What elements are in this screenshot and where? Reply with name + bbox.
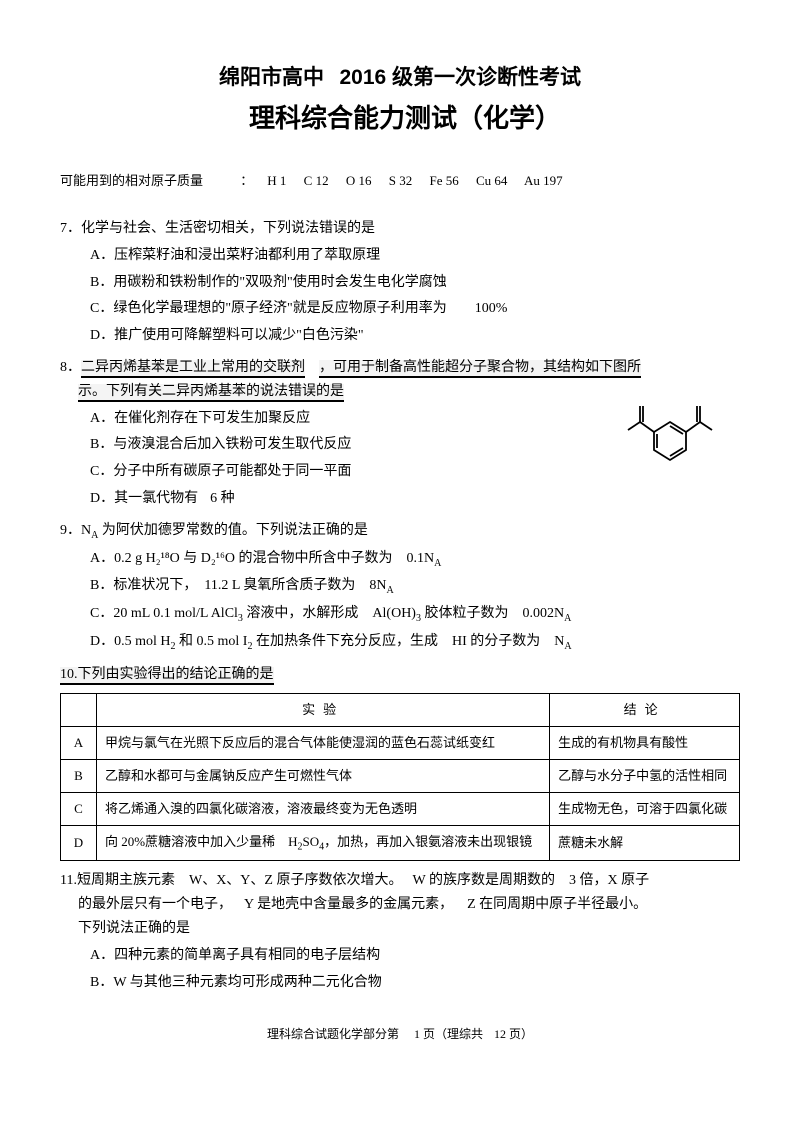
q11-stem-l2b: Y 是地壳中含量最多的金属元素，: [244, 897, 453, 912]
atomic-mass-item: Cu 64: [476, 173, 507, 188]
row-exp: 将乙烯通入溴的四氯化碳溶液，溶液最终变为无色透明: [97, 792, 550, 825]
q8-opt-b: B．与液溴混合后加入铁粉可发生取代反应: [90, 433, 600, 457]
q7-opt-b: B．用碳粉和铁粉制作的"双吸剂"使用时会发生电化学腐蚀: [90, 271, 740, 295]
q8-stem-u2: ，可用于制备高性能超分子聚合物，其结构如下图所: [319, 360, 641, 378]
q8-opt-c: C．分子中所有碳原子可能都处于同一平面: [90, 460, 600, 484]
q7-opt-d: D．推广使用可降解塑料可以减少"白色污染": [90, 324, 740, 348]
q10-stem: 下列由实验得出的结论正确的是: [78, 667, 274, 685]
row-label: D: [61, 825, 97, 861]
q10-num: 10.: [60, 667, 78, 685]
question-8: 8．二异丙烯基苯是工业上常用的交联剂 ，可用于制备高性能超分子聚合物，其结构如下图…: [60, 356, 740, 511]
atomic-mass-item: S 32: [389, 173, 412, 188]
q11-stem-l3: 下列说法正确的是: [78, 917, 740, 941]
q9-num: 9．: [60, 523, 81, 538]
q7-num: 7．: [60, 221, 81, 236]
atomic-mass-colon: ：: [240, 173, 253, 188]
q11-opt-b: B．W 与其他三种元素均可形成两种二元化合物: [90, 971, 740, 995]
row-exp: 向 20%蔗糖溶液中加入少量稀 H2SO4，加热，再加入银氨溶液未出现银镜: [97, 825, 550, 861]
q11-stem-l1b: W 的族序数是周期数的: [412, 873, 554, 888]
atomic-mass-item: Au 197: [524, 173, 563, 188]
table-header-blank: [61, 693, 97, 726]
q11-stem-l2c: Z 在同周期中原子半径最小。: [467, 897, 647, 912]
q9-opt-d: D．0.5 mol H2 和 0.5 mol I2 在加热条件下充分反应，生成 …: [90, 630, 740, 655]
table-row: A 甲烷与氯气在光照下反应后的混合气体能使湿润的蓝色石蕊试纸变红 生成的有机物具…: [61, 726, 740, 759]
q8-opt-a: A．在催化剂存在下可发生加聚反应: [90, 407, 600, 431]
row-concl: 蔗糖未水解: [550, 825, 740, 861]
molecule-diagram: [610, 384, 730, 474]
experiment-table: 实验 结论 A 甲烷与氯气在光照下反应后的混合气体能使湿润的蓝色石蕊试纸变红 生…: [60, 693, 740, 862]
table-header-concl: 结论: [550, 693, 740, 726]
title-part2: 2016 级第一次诊断性考试: [339, 66, 581, 89]
title-part1: 绵阳市高中: [219, 66, 324, 89]
q8-num: 8．: [60, 360, 81, 375]
page-title: 绵阳市高中 2016 级第一次诊断性考试 理科综合能力测试（化学）: [60, 60, 740, 140]
atomic-mass-item: H 1: [267, 173, 286, 188]
atomic-mass-label: 可能用到的相对原子质量: [60, 173, 203, 188]
q11-stem-l1c: 3 倍，X 原子: [569, 873, 649, 888]
row-label: C: [61, 792, 97, 825]
table-row: B 乙醇和水都可与金属钠反应产生可燃性气体 乙醇与水分子中氢的活性相同: [61, 759, 740, 792]
question-7: 7．化学与社会、生活密切相关，下列说法错误的是 A．压榨菜籽油和浸出菜籽油都利用…: [60, 217, 740, 348]
row-exp: 甲烷与氯气在光照下反应后的混合气体能使湿润的蓝色石蕊试纸变红: [97, 726, 550, 759]
q7-opt-a: A．压榨菜籽油和浸出菜籽油都利用了萃取原理: [90, 244, 740, 268]
atomic-mass-item: C 12: [304, 173, 329, 188]
page-footer: 理科综合试题化学部分第 1 页（理综共 12 页）: [60, 1024, 740, 1044]
row-label: B: [61, 759, 97, 792]
q9-opt-c: C．20 mL 0.1 mol/L AlCl3 溶液中，水解形成 Al(OH)3…: [90, 602, 740, 627]
question-9: 9．NA 为阿伏加德罗常数的值。下列说法正确的是 A．0.2 g H₂¹⁸O 与…: [60, 519, 740, 655]
q8-stem2-u: 下列有关二异丙烯基苯的说法错误的是: [106, 384, 344, 402]
q8-stem-u1: 二异丙烯基苯是工业上常用的交联剂: [81, 360, 305, 378]
question-11: 11.短周期主族元素 W、X、Y、Z 原子序数依次增大。 W 的族序数是周期数的 3…: [60, 869, 740, 994]
atomic-mass-item: Fe 56: [429, 173, 458, 188]
table-row: C 将乙烯通入溴的四氯化碳溶液，溶液最终变为无色透明 生成物无色，可溶于四氯化碳: [61, 792, 740, 825]
row-label: A: [61, 726, 97, 759]
table-row: D 向 20%蔗糖溶液中加入少量稀 H2SO4，加热，再加入银氨溶液未出现银镜 …: [61, 825, 740, 861]
q7-stem: 化学与社会、生活密切相关，下列说法错误的是: [81, 221, 375, 236]
q8-stem2-prefix: 示。: [78, 384, 106, 402]
row-exp: 乙醇和水都可与金属钠反应产生可燃性气体: [97, 759, 550, 792]
table-header-exp: 实验: [97, 693, 550, 726]
row-concl: 生成的有机物具有酸性: [550, 726, 740, 759]
footer-a: 理科综合试题化学部分第: [267, 1027, 399, 1041]
question-10: 10.下列由实验得出的结论正确的是 实验 结论 A 甲烷与氯气在光照下反应后的混…: [60, 663, 740, 862]
footer-c: 12 页）: [494, 1027, 533, 1041]
q7-opt-c: C．绿色化学最理想的"原子经济"就是反应物原子利用率为100%: [90, 297, 740, 321]
row-concl: 生成物无色，可溶于四氯化碳: [550, 792, 740, 825]
q9-opt-a: A．0.2 g H₂¹⁸O 与 D₂¹⁶O 的混合物中所含中子数为 0.1NA: [90, 547, 740, 572]
q8-opt-d: D．其一氯代物有6 种: [90, 487, 600, 511]
atomic-mass-item: O 16: [346, 173, 372, 188]
q11-opt-a: A．四种元素的简单离子具有相同的电子层结构: [90, 944, 740, 968]
title-part3: 理科综合能力测试（化学）: [249, 103, 561, 133]
q9-stem: 为阿伏加德罗常数的值。下列说法正确的是: [98, 523, 368, 538]
footer-b: 1 页（理综共: [414, 1027, 483, 1041]
row-concl: 乙醇与水分子中氢的活性相同: [550, 759, 740, 792]
q11-stem-l1a: 短周期主族元素 W、X、Y、Z 原子序数依次增大。: [77, 873, 403, 888]
q11-stem-l2a: 的最外层只有一个电子，: [78, 897, 232, 912]
atomic-mass-line: 可能用到的相对原子质量 ： H 1 C 12 O 16 S 32 Fe 56 Cu…: [60, 170, 740, 192]
q9-opt-b: B．标准状况下， 11.2 L 臭氧所含质子数为 8NA: [90, 574, 740, 599]
q11-num: 11.: [60, 873, 77, 888]
table-header-row: 实验 结论: [61, 693, 740, 726]
